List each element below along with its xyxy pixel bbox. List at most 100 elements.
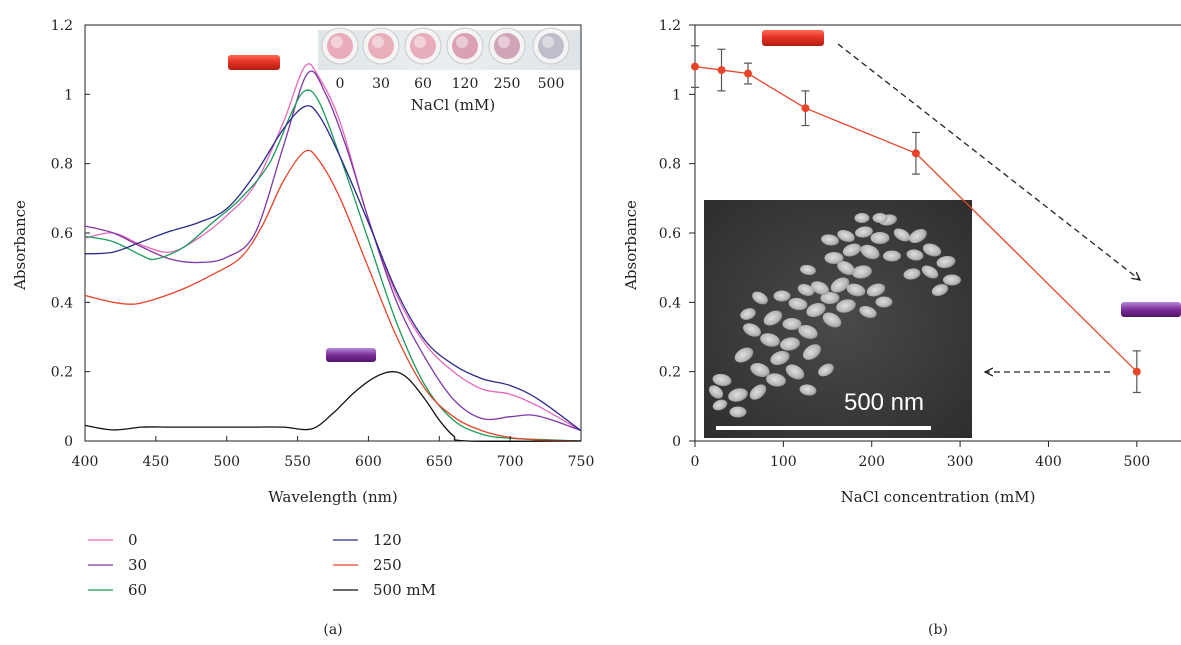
panel-a-xlabel: Wavelength (nm) [268,488,397,506]
panel-b-label: (b) [928,622,948,638]
nanorod [859,305,877,319]
panel-b-series [691,45,1141,394]
nanorod [712,399,728,411]
sem-image: 500 nm [704,200,972,438]
x-tick-label: 650 [426,454,453,470]
gold-nanorod-purple-icon [326,348,376,362]
nanorod [860,244,880,260]
y-tick-label: 0.8 [51,157,73,173]
nanorod [870,232,890,244]
x-tick-label: 700 [497,454,524,470]
data-point [744,69,753,78]
nanorod [837,229,855,243]
x-tick-label: 500 [1123,454,1150,470]
x-tick-label: 0 [691,454,700,470]
nanorod [750,362,770,378]
well-row [321,27,570,65]
nanorod [875,296,893,308]
gold-nanorod-red-icon-b [762,30,824,46]
spectrum-line-2 [84,89,582,442]
nanorod [943,274,961,286]
y-tick-label: 0.2 [659,365,681,381]
y-tick-label: 0 [672,434,681,450]
nanorod [743,323,761,337]
nanorod [802,344,822,360]
nanorod [921,265,939,279]
well-label: 250 [494,76,521,92]
well-label: 60 [414,76,432,92]
panel-b-xlabel: NaCl concentration (mM) [841,488,1036,506]
panel-a-ticks: 400 450 500 550 600 650 700 75000.20.40.60.811.… [51,18,595,470]
nanorod [728,388,748,402]
y-tick-label: 1 [672,87,681,103]
well-label: 30 [372,76,390,92]
nanorod [799,384,817,396]
spectrum-line-5 [84,371,582,443]
x-tick-label: 600 [355,454,382,470]
nanorod [749,384,767,400]
nanorod [855,226,873,238]
nanorod [883,250,901,262]
gold-nanorod-red-icon [228,55,280,70]
nanorod [821,234,839,246]
nanorod [936,255,956,269]
absorbance-line [694,65,1138,373]
nanorod [798,324,818,340]
legend-label: 30 [128,556,147,574]
well-photo: 0 30 60 120 250 500 NaCl (mM) [318,27,580,114]
nanorod [729,406,747,418]
nanorod [830,277,850,293]
x-tick-label: 500 [213,454,240,470]
nanorod [800,264,816,276]
nanorod [872,213,888,223]
panel-a-ylabel: Absorbance [11,200,29,291]
data-point [911,149,920,158]
nanorod [903,268,921,280]
nanorod [909,228,927,244]
y-tick-label: 0.6 [659,226,681,242]
well-label: 0 [336,76,345,92]
well-highlight [456,36,468,48]
well-highlight [331,36,343,48]
nanorod [852,265,872,279]
well-highlight [372,36,384,48]
nanorod [740,308,756,320]
legend-label: 120 [373,531,402,549]
data-point [1132,367,1141,376]
well-liquid [327,33,353,59]
legend-label: 250 [373,556,402,574]
scale-bar-label: 500 nm [844,389,924,416]
nanorod [922,243,942,257]
nanorod [752,291,768,305]
nanorod [822,312,842,328]
legend: 0 30 60 120 250 500 mM [88,531,436,599]
y-tick-label: 0.6 [51,226,73,242]
nanorod [708,385,724,399]
panel-a-label: (a) [323,622,342,638]
spectrum-line-1 [84,70,582,432]
well-highlight [498,36,510,48]
nanorod [773,290,791,302]
sem-nanorods [708,213,961,418]
nanorod [836,299,856,313]
well-label: 120 [452,76,479,92]
y-tick-label: 0.2 [51,365,73,381]
well-highlight [414,36,426,48]
well-photo-xlabel: NaCl (mM) [411,96,495,114]
legend-label: 0 [128,531,138,549]
spectrum-line-0 [84,63,582,432]
well-liquid [494,33,520,59]
data-point [691,62,699,71]
y-tick-label: 1 [64,87,73,103]
panel-b-ylabel: Absorbance [622,200,640,291]
nanorod [820,292,840,304]
nanorod [780,337,800,351]
nanorod [785,364,805,380]
panel-b-ticks: 0 100 200 300 400 500 0 0.2 0.4 0.6 0.8 1 1.2 [659,18,1150,470]
nanorod [760,333,780,347]
nanorod [811,281,829,295]
x-tick-label: 550 [284,454,311,470]
y-tick-label: 0.8 [659,157,681,173]
nanorod [782,318,802,330]
